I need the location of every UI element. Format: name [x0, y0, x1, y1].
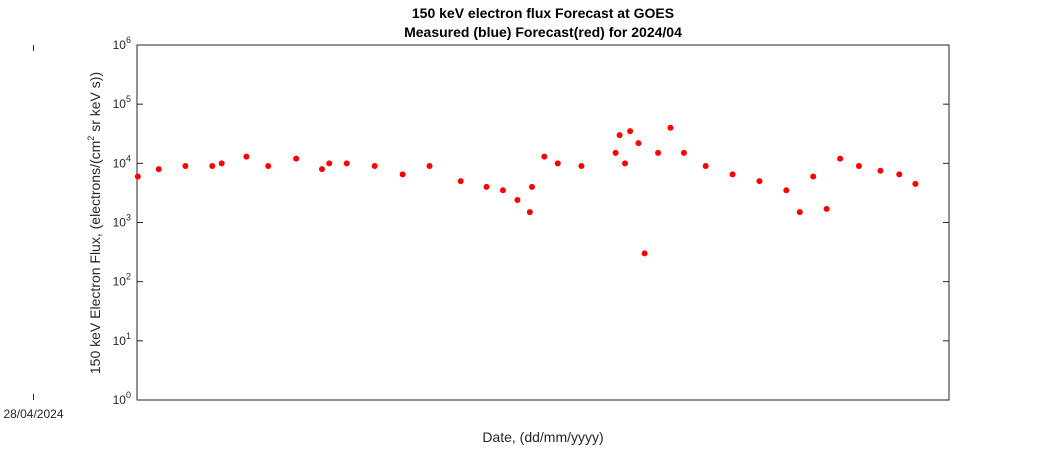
data-point — [265, 163, 272, 170]
y-axis-label-main: 150 keV Electron Flux, (electrons/(cm — [87, 141, 103, 374]
data-point — [541, 153, 548, 160]
data-point — [616, 132, 623, 139]
data-point — [655, 149, 662, 156]
y-tick-label: 106 — [113, 35, 131, 52]
data-point — [326, 160, 333, 167]
data-point — [554, 160, 561, 167]
data-point — [855, 163, 862, 170]
y-axis-label: 150 keV Electron Flux, (electrons/(cm2 s… — [86, 72, 103, 374]
x-axis-label: Date, (dd/mm/yyyy) — [482, 429, 603, 445]
x-tick-label: 28/04/2024 — [3, 407, 63, 421]
data-point — [371, 163, 378, 170]
data-point — [134, 173, 141, 180]
data-point — [483, 183, 490, 190]
data-point — [155, 166, 162, 173]
data-point — [756, 178, 763, 185]
y-tick-label: 101 — [113, 331, 131, 348]
data-point — [612, 149, 619, 156]
y-tick-label: 102 — [113, 272, 131, 289]
data-point — [837, 155, 844, 162]
y-tick-label: 100 — [113, 390, 131, 407]
y-tick-label: 103 — [113, 213, 131, 230]
data-point — [218, 160, 225, 167]
chart-title: 150 keV electron flux Forecast at GOES — [412, 5, 674, 21]
data-point — [912, 180, 919, 187]
data-point — [877, 167, 884, 174]
data-point — [457, 178, 464, 185]
data-point — [182, 163, 189, 170]
y-tick-label: 104 — [113, 153, 131, 170]
data-point — [667, 124, 674, 131]
data-point — [783, 187, 790, 194]
data-point — [293, 155, 300, 162]
data-point — [578, 163, 585, 170]
data-point — [343, 160, 350, 167]
y-axis-label-superscript: 2 — [86, 136, 96, 141]
x-axis: 03/04/202408/04/202413/04/202418/04/2024… — [3, 45, 64, 421]
data-point — [635, 140, 642, 147]
y-axis: 100 101 102 103 104 105 106 — [113, 35, 949, 407]
data-point — [318, 166, 325, 173]
data-point — [796, 209, 803, 216]
data-point — [823, 205, 830, 212]
data-point — [528, 183, 535, 190]
data-point — [641, 250, 648, 257]
data-point — [702, 163, 709, 170]
forecast-series — [134, 124, 919, 257]
data-point — [243, 153, 250, 160]
data-point — [680, 149, 687, 156]
chart-subtitle: Measured (blue) Forecast(red) for 2024/0… — [404, 24, 682, 40]
data-point — [426, 163, 433, 170]
data-point — [526, 209, 533, 216]
data-point — [209, 163, 216, 170]
data-point — [499, 187, 506, 194]
y-tick-label: 105 — [113, 94, 131, 111]
data-point — [729, 171, 736, 178]
data-point — [622, 160, 629, 167]
data-point — [514, 197, 521, 204]
data-point — [627, 128, 634, 135]
data-point — [399, 171, 406, 178]
data-point — [810, 173, 817, 180]
plot-area — [136, 44, 950, 401]
data-point — [896, 171, 903, 178]
y-axis-label-tail: sr keV s)) — [87, 72, 103, 136]
